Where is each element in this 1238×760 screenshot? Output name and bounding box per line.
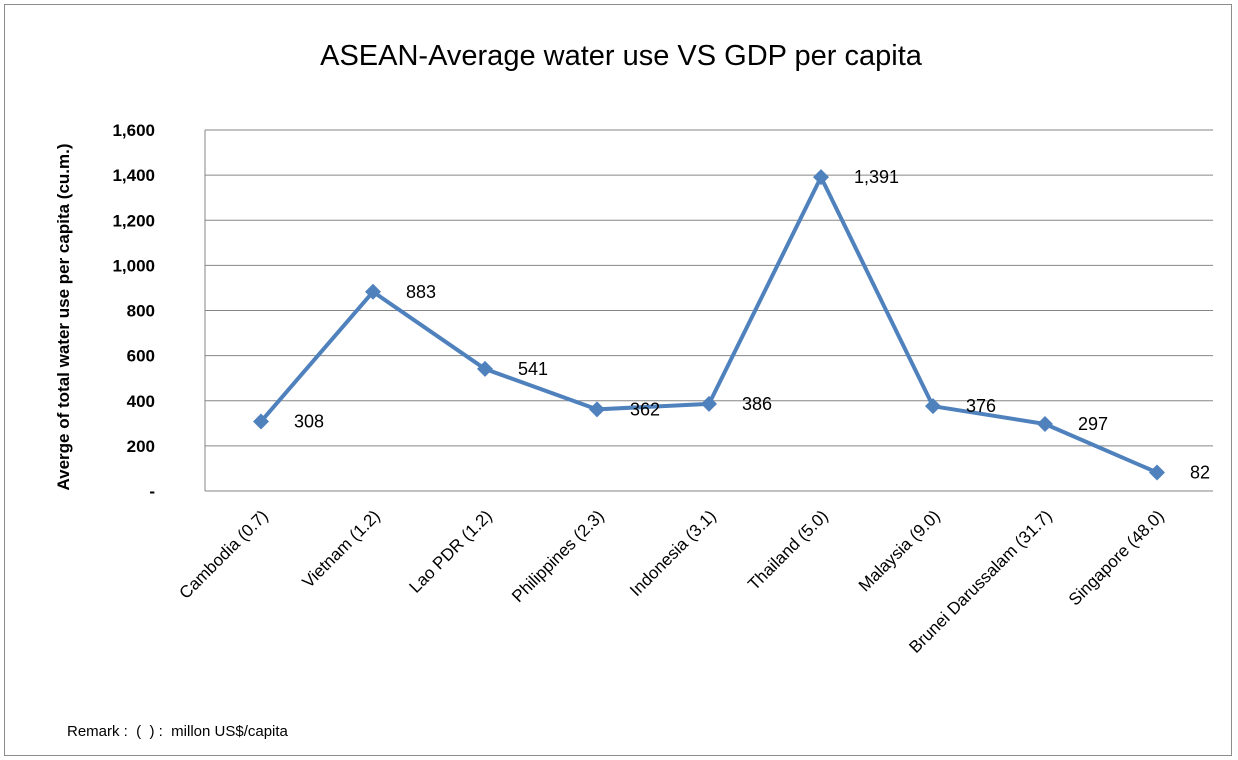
data-label: 376	[966, 396, 996, 416]
x-tick-label: Indonesia (3.1)	[626, 506, 720, 600]
data-label: 308	[294, 412, 324, 432]
y-tick-label: 1,200	[112, 211, 155, 230]
data-label: 82	[1190, 462, 1210, 482]
y-tick-label: 200	[127, 437, 155, 456]
data-label: 1,391	[854, 167, 899, 187]
y-tick-label: 600	[127, 347, 155, 366]
y-tick-label: -	[149, 482, 155, 501]
data-point-marker	[1149, 464, 1165, 480]
x-tick-label: Thailand (5.0)	[744, 506, 832, 594]
y-tick-labels: - 200 400 600 800 1,000 1,200 1,400 1,600	[112, 121, 155, 501]
series-layer	[253, 169, 1165, 480]
chart-frame: ASEAN-Average water use VS GDP per capit…	[4, 4, 1232, 756]
series-line	[261, 177, 1157, 472]
y-axis-label: Averge of total water use per capita (cu…	[54, 143, 73, 490]
y-tick-label: 400	[127, 392, 155, 411]
data-point-marker	[1037, 416, 1053, 432]
x-tick-label: Philippines (2.3)	[508, 506, 608, 606]
data-point-marker	[701, 396, 717, 412]
data-label: 362	[630, 399, 660, 419]
y-tick-label: 1,000	[112, 256, 155, 275]
x-tick-label: Singapore (48.0)	[1065, 506, 1168, 609]
data-label: 386	[742, 394, 772, 414]
data-label: 541	[518, 359, 548, 379]
data-point-marker	[813, 169, 829, 185]
chart-svg: ASEAN-Average water use VS GDP per capit…	[5, 5, 1233, 757]
x-tick-label: Cambodia (0.7)	[176, 506, 272, 602]
y-tick-label: 800	[127, 302, 155, 321]
x-tick-label: Vietnam (1.2)	[298, 506, 383, 591]
data-label: 297	[1078, 414, 1108, 434]
data-label: 883	[406, 282, 436, 302]
x-tick-label: Malaysia (9.0)	[855, 506, 944, 595]
remark-note: Remark : ( ) : millon US$/capita	[67, 723, 288, 740]
y-tick-label: 1,600	[112, 121, 155, 140]
x-tick-label: Lao PDR (1.2)	[406, 506, 496, 596]
y-tick-label: 1,400	[112, 166, 155, 185]
chart-title: ASEAN-Average water use VS GDP per capit…	[320, 40, 923, 72]
x-tick-labels: Cambodia (0.7) Vietnam (1.2) Lao PDR (1.2)…	[176, 506, 1168, 656]
data-point-marker	[589, 401, 605, 417]
